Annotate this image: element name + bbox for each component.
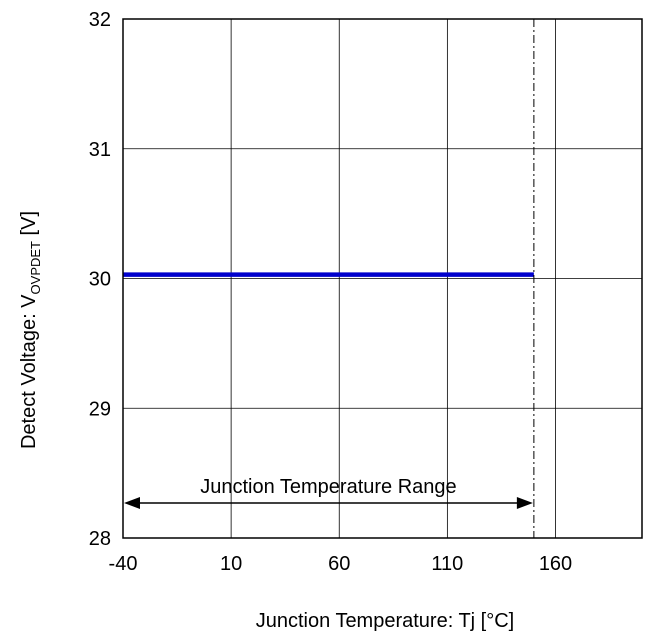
y-tick-label: 32: [89, 9, 111, 31]
x-axis-label: Junction Temperature: Tj [°C]: [256, 610, 515, 632]
grid-lines: [123, 19, 642, 538]
plot-area-frame: [122, 18, 643, 539]
x-tick-label: 60: [328, 553, 350, 575]
y-tick-label: 29: [89, 398, 111, 420]
range-annotation-label: Junction Temperature Range: [200, 476, 456, 498]
y-tick-label: 31: [89, 139, 111, 161]
range-arrow-head-left: [124, 496, 140, 509]
y-tick-label: 28: [89, 528, 111, 550]
y-axis-label: Detect Voltage: VOVPDET [V]: [18, 211, 43, 449]
tick-labels: -40 10 60 110 160 28 29 30 31 32: [89, 9, 572, 575]
annotation-layer: Junction Temperature Range: [124, 19, 535, 538]
y-axis-label-prefix: Detect Voltage: V: [18, 294, 40, 449]
x-tick-label: 160: [539, 553, 572, 575]
x-tick-label: -40: [109, 553, 138, 575]
y-axis-label-subscript: OVPDET: [28, 241, 43, 295]
x-tick-label: 10: [220, 553, 242, 575]
range-arrow-head-right: [516, 496, 533, 509]
y-tick-label: 30: [89, 269, 111, 291]
y-axis-label-suffix: [V]: [18, 211, 40, 241]
x-tick-label: 110: [431, 553, 463, 575]
